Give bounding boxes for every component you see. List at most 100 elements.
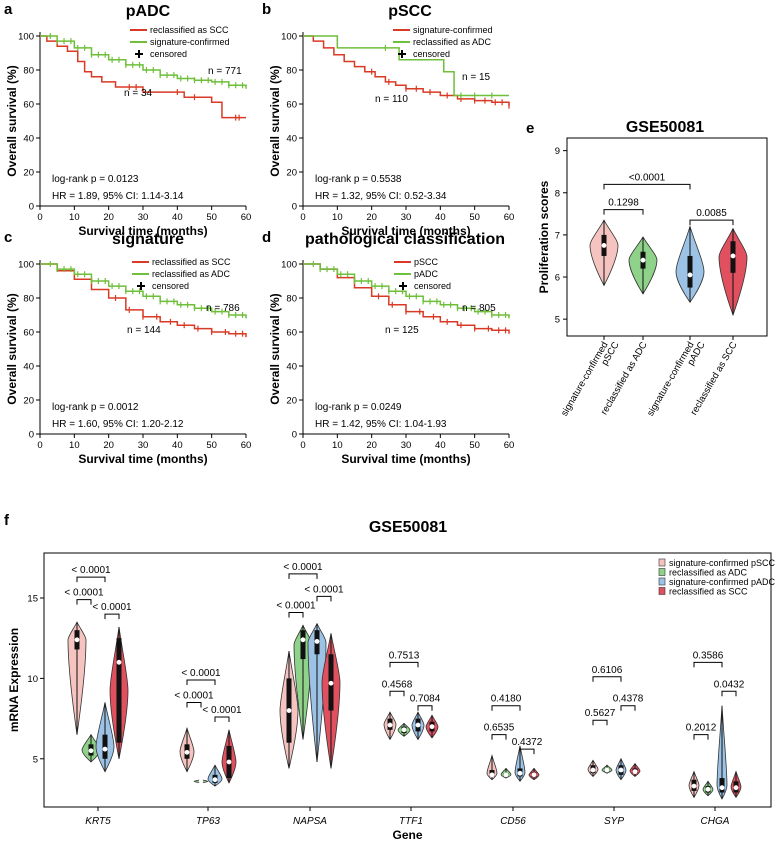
significance-bracket-f bbox=[288, 573, 318, 579]
x-tick-label: 50 bbox=[469, 212, 480, 223]
legend-label: reclassified as ADC bbox=[413, 37, 492, 47]
significance-bracket-f bbox=[491, 705, 521, 711]
x-tick-label: 30 bbox=[401, 440, 412, 451]
panel-title-b: pSCC bbox=[388, 3, 432, 20]
violin-f-CHGA-3-median bbox=[733, 785, 739, 791]
x-tick-label: 40 bbox=[172, 440, 183, 451]
legend-label: signature-confirmed bbox=[150, 37, 230, 47]
y-axis-label-a: Overall survival (%) bbox=[5, 65, 19, 176]
significance-bracket-f-label: 0.4378 bbox=[613, 694, 644, 705]
stat-annotation-d: HR = 1.42, 95% CI: 1.04-1.93 bbox=[315, 419, 447, 430]
violin-f-CD56-0-median bbox=[489, 772, 495, 778]
n-label-b-1: n = 15 bbox=[462, 72, 491, 83]
panel-letter-e: e bbox=[526, 120, 534, 137]
violin-f-SYP-1-median bbox=[604, 767, 610, 773]
significance-bracket-f-label: < 0.0001 bbox=[64, 588, 104, 599]
significance-bracket-f-label: 0.2012 bbox=[686, 723, 717, 734]
violin-f-TP63-1-median bbox=[198, 778, 204, 784]
violin-e-1-median bbox=[640, 257, 646, 263]
legend-censor-icon bbox=[135, 50, 143, 58]
x-tick-label: 10 bbox=[332, 212, 343, 223]
y-tick-label: 80 bbox=[23, 66, 34, 77]
violin-f-CHGA-2-median bbox=[719, 785, 725, 791]
significance-bracket-e bbox=[603, 209, 644, 215]
legend-label: censored bbox=[413, 49, 450, 59]
x-tick-label: 60 bbox=[504, 212, 515, 223]
violin-f-TP63-3-median bbox=[226, 759, 232, 765]
km-curve-a-0 bbox=[40, 35, 246, 119]
significance-bracket-f bbox=[389, 690, 405, 697]
legend-label: pSCC bbox=[414, 257, 439, 267]
significance-bracket-f-label: < 0.0001 bbox=[304, 584, 344, 595]
stat-annotation-a: log-rank p = 0.0123 bbox=[52, 174, 139, 185]
km-curve-b-1 bbox=[303, 35, 509, 97]
x-tick-label: 40 bbox=[172, 212, 183, 223]
y-tick-label: 7 bbox=[555, 230, 560, 241]
panel-title-d: pathological classification bbox=[305, 231, 505, 248]
violin-f-SYP-3-median bbox=[632, 769, 638, 775]
legend-label: signature-confirmed bbox=[413, 25, 493, 35]
violin-f-KRT5-2-iqr bbox=[102, 734, 108, 759]
significance-bracket-f bbox=[389, 661, 419, 668]
n-label-c-0: n = 144 bbox=[127, 325, 161, 336]
n-label-b-0: n = 110 bbox=[375, 94, 408, 105]
legend-label: reclassified as ADC bbox=[669, 568, 748, 578]
violin-e-3-median bbox=[730, 253, 736, 259]
panel-letter-d: d bbox=[262, 229, 271, 246]
legend-censor-icon bbox=[399, 282, 407, 290]
x-axis-label-b: Survival time (months) bbox=[341, 224, 470, 238]
x-tick-label: 60 bbox=[241, 440, 252, 451]
y-tick-label: 40 bbox=[286, 134, 297, 145]
violin-f-KRT5-3-iqr bbox=[116, 638, 122, 743]
y-tick-label: 20 bbox=[286, 168, 297, 179]
x-tick-label: 0 bbox=[37, 440, 42, 451]
stat-annotation-d: log-rank p = 0.0249 bbox=[315, 402, 402, 413]
x-tick-label: 20 bbox=[103, 212, 114, 223]
violin-e-2-iqr bbox=[687, 255, 693, 288]
legend-label: censored bbox=[414, 281, 451, 291]
plot-frame-f bbox=[43, 552, 772, 808]
violin-f-TP63-0-median bbox=[184, 749, 190, 755]
significance-bracket-f bbox=[417, 705, 433, 711]
significance-bracket-f-label: 0.7513 bbox=[389, 650, 420, 661]
x-tick-label: 0 bbox=[300, 212, 305, 223]
violin-f-CHGA-1-median bbox=[705, 786, 711, 792]
violin-e-2-median bbox=[687, 272, 693, 278]
stat-annotation-b: log-rank p = 0.5538 bbox=[315, 174, 402, 185]
legend-label: signature-confirmed pADC bbox=[669, 577, 776, 587]
violin-f-TP63-2-median bbox=[212, 777, 218, 783]
significance-bracket-e bbox=[603, 183, 691, 190]
km-curve-b-0 bbox=[303, 35, 510, 106]
panel-title-f: GSE50081 bbox=[369, 519, 447, 536]
significance-bracket-f bbox=[592, 719, 608, 726]
x-tick-label: 60 bbox=[504, 440, 515, 451]
significance-bracket-f-label: < 0.0001 bbox=[71, 565, 111, 576]
y-tick-label: 40 bbox=[23, 134, 34, 145]
x-tick-label: 0 bbox=[300, 440, 305, 451]
x-axis-label-c: Survival time (months) bbox=[78, 452, 207, 466]
gene-label: TP63 bbox=[196, 816, 220, 827]
significance-bracket-f bbox=[620, 705, 636, 711]
significance-bracket-f bbox=[592, 676, 622, 682]
significance-bracket-f bbox=[491, 734, 507, 740]
significance-bracket-f-label: 0.5627 bbox=[585, 708, 616, 719]
significance-bracket-f-label: < 0.0001 bbox=[174, 691, 214, 702]
panel-letter-f: f bbox=[4, 512, 10, 529]
gene-label: CD56 bbox=[500, 816, 526, 827]
y-tick-label: 0 bbox=[292, 430, 297, 441]
gene-label: TTF1 bbox=[399, 816, 423, 827]
violin-f-CHGA-0-median bbox=[691, 783, 697, 789]
n-label-a-1: n = 771 bbox=[208, 66, 242, 77]
stat-annotation-c: log-rank p = 0.0012 bbox=[52, 402, 139, 413]
significance-bracket-e-label: 0.0085 bbox=[696, 208, 727, 219]
violin-f-KRT5-0-median bbox=[74, 637, 80, 643]
significance-bracket-f-label: 0.4180 bbox=[491, 694, 522, 705]
x-tick-label-e: signature-confirmed bbox=[645, 340, 697, 418]
y-tick-label: 100 bbox=[18, 32, 34, 43]
significance-bracket-f-label: 0.6535 bbox=[484, 723, 515, 734]
x-tick-label: 60 bbox=[241, 212, 252, 223]
plot-frame-e bbox=[566, 137, 768, 337]
stat-annotation-c: HR = 1.60, 95% CI: 1.20-2.12 bbox=[52, 419, 184, 430]
y-axis-label-d: Overall survival (%) bbox=[268, 293, 282, 404]
